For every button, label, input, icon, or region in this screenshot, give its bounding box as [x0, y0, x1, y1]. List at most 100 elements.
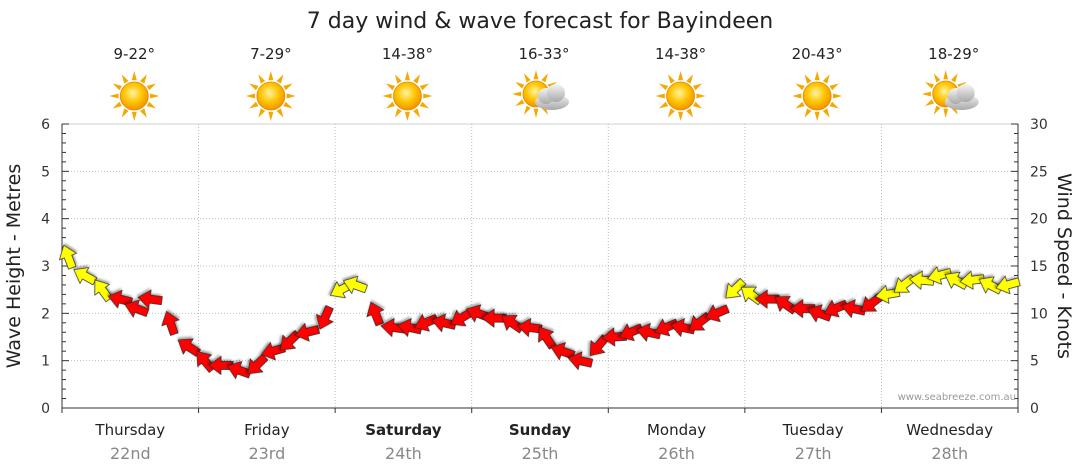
day-date-label: 28th — [931, 444, 968, 463]
sun-ray — [249, 83, 259, 91]
day-name-label: Wednesday — [906, 421, 993, 439]
right-tick-label: 30 — [1030, 117, 1048, 133]
sun-icon — [245, 71, 296, 121]
wind-arrow — [550, 342, 576, 361]
sun-ray — [668, 74, 675, 84]
sun-ray — [943, 70, 949, 80]
wind-arrow — [247, 353, 269, 375]
chart-title: 7 day wind & wave forecast for Bayindeen — [307, 9, 773, 34]
day-name-label: Sunday — [509, 421, 572, 439]
sun-ray — [258, 108, 266, 118]
sun-ray — [792, 93, 802, 99]
sun-ray — [804, 108, 812, 118]
day-temp-label: 14-38° — [655, 45, 706, 63]
sun-cloud-icon — [921, 70, 979, 118]
sun-ray — [283, 83, 293, 91]
wind-arrow-shape — [705, 304, 730, 323]
wind-arrow-shape — [196, 351, 216, 373]
sun-icon — [792, 71, 843, 121]
sun-ray — [286, 93, 296, 99]
wind-arrow-shape — [247, 353, 269, 375]
wind-arrow — [567, 351, 594, 371]
sun-ray — [686, 74, 694, 84]
wind-arrow-shape — [366, 301, 385, 327]
wind-arrow — [316, 305, 334, 330]
wind-arrow — [807, 304, 833, 323]
sun-ray — [951, 73, 958, 83]
wind-arrow-shape — [59, 244, 78, 270]
wind-arrow — [636, 322, 662, 342]
watermark: www.seabreeze.com.au — [898, 392, 1016, 403]
cloud-puff — [956, 84, 975, 102]
wind-arrow — [774, 296, 798, 315]
wind-arrow-shape — [397, 318, 423, 338]
day-temp-label: 14-38° — [382, 45, 433, 63]
sun-ray — [515, 82, 525, 89]
sun-ray — [268, 111, 274, 121]
sun-disc — [256, 81, 286, 111]
wind-arrow — [366, 301, 385, 327]
sun-icon — [382, 71, 433, 121]
left-tick-label: 4 — [41, 212, 50, 228]
wind-arrow-shape — [226, 361, 252, 380]
wind-arrow-shape — [978, 276, 1003, 295]
sun-ray — [686, 108, 694, 118]
wind-arrow-shape — [636, 322, 662, 342]
sun-ray — [121, 74, 129, 84]
wind-arrow-shape — [161, 310, 180, 336]
wind-arrow — [995, 275, 1021, 295]
day-date-label: 24th — [385, 444, 422, 463]
day-name-label: Tuesday — [782, 421, 844, 439]
day-name-label: Saturday — [365, 421, 442, 439]
wind-arrow-shape — [725, 277, 747, 299]
wind-arrow — [705, 304, 730, 323]
sun-ray — [678, 71, 684, 81]
right-tick-label: 0 — [1030, 401, 1039, 417]
right-tick-label: 10 — [1030, 306, 1048, 322]
cloud-shape — [944, 84, 979, 110]
wind-arrow — [124, 299, 150, 318]
sun-rays — [655, 71, 706, 121]
sun-ray — [533, 108, 539, 118]
sun-ray — [814, 111, 820, 121]
wind-arrow-shape — [774, 296, 798, 315]
sun-ray — [524, 105, 531, 115]
sun-ray — [832, 93, 843, 99]
sun-disc — [666, 81, 695, 111]
left-tick-label: 2 — [41, 306, 50, 322]
day-labels: Thursday 22nd Friday 23rd Saturday 24th Sunday… — [94, 421, 993, 463]
day-date-label: 25th — [522, 444, 559, 463]
sun-rays — [792, 71, 843, 121]
day-temp-label: 18-29° — [928, 45, 979, 63]
right-axis: 0 5 10 15 20 25 30 — [1011, 117, 1048, 417]
sun-ray — [394, 108, 402, 118]
left-tick-label: 0 — [41, 401, 50, 417]
sun-rays — [382, 71, 433, 121]
left-axis: 0 1 2 3 4 5 6 — [41, 117, 1019, 417]
wind-arrow — [501, 315, 525, 334]
sun-ray — [276, 108, 284, 118]
sun-ray — [822, 74, 830, 84]
sun-ray — [541, 73, 548, 83]
sun-ray — [933, 73, 941, 83]
day-name-label: Monday — [647, 421, 706, 439]
wind-arrow — [196, 351, 216, 373]
sun-ray — [413, 108, 420, 118]
cloud-shape — [535, 84, 569, 110]
sun-ray — [112, 101, 122, 109]
wind-arrow — [431, 313, 457, 333]
sun-ray — [249, 101, 259, 109]
sun-ray — [394, 74, 402, 84]
weather-row: 9-22° 7-29° 14-38° 16-33° 14-38° 20-43° 18-29° — [109, 45, 979, 121]
sun-ray — [423, 93, 433, 99]
sun-ray — [258, 74, 266, 84]
sun-ray — [524, 73, 531, 83]
wind-arrow-shape — [137, 289, 163, 309]
sun-ray — [943, 108, 949, 118]
sun-cloud-icon — [512, 70, 569, 118]
left-axis-title: Wave Height - Metres — [3, 164, 25, 368]
sun-ray — [131, 111, 137, 121]
sun-ray — [515, 99, 525, 106]
day-name-label: Friday — [244, 421, 290, 439]
